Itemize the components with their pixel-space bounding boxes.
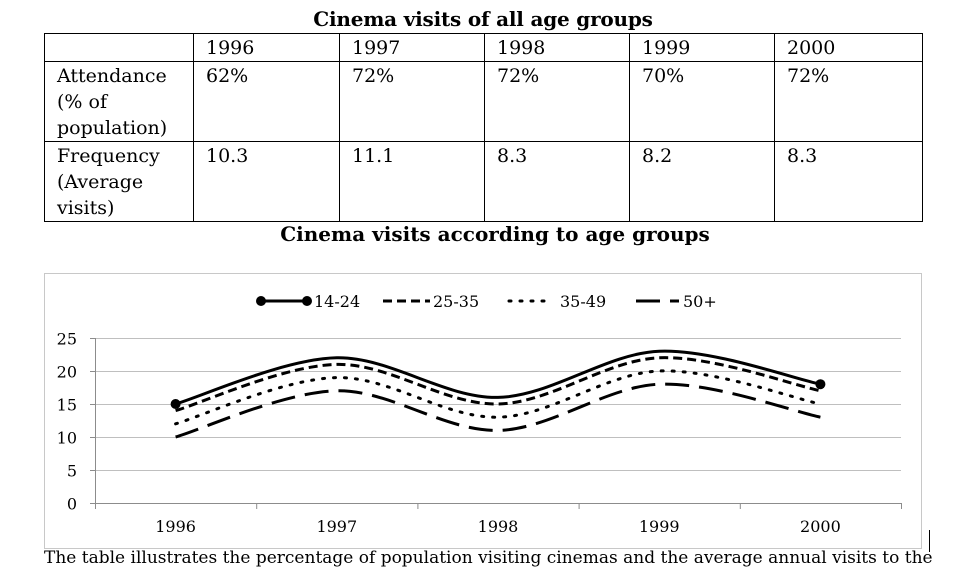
- row-label: Frequency (Average visits): [44, 141, 194, 222]
- y-tick-label: 10: [57, 429, 77, 448]
- table-cell: 8.2: [629, 141, 775, 222]
- axes: 0 5 10 15 20 25 1996 1997 1998 1999 2000: [57, 330, 902, 536]
- footer-text: The table illustrates the percentage of …: [44, 548, 933, 568]
- table-header-cell: 2000: [774, 33, 923, 62]
- table-header-cell: 1996: [193, 33, 340, 62]
- data-point-marker: [815, 379, 826, 390]
- legend-label: 25-35: [433, 292, 479, 311]
- legend-label: 50+: [683, 292, 717, 311]
- series-line-14-24: [175, 349, 821, 406]
- x-tick-label: 1999: [639, 517, 680, 536]
- table-cell: 72%: [774, 61, 923, 142]
- x-tick-label: 1997: [316, 517, 357, 536]
- table-cell: 11.1: [339, 141, 485, 222]
- text-caret: [929, 530, 930, 552]
- y-tick-label: 20: [57, 363, 77, 382]
- legend-marker: [302, 296, 312, 306]
- table-cell: 70%: [629, 61, 775, 142]
- table-header-row: 1996 1997 1998 1999 2000: [44, 33, 923, 62]
- y-tick-label: 25: [57, 330, 77, 349]
- table-title: Cinema visits of all age groups: [313, 7, 653, 31]
- table-header-cell: [44, 33, 194, 62]
- legend-marker: [256, 296, 266, 306]
- series-line-50+: [175, 382, 821, 439]
- table-cell: 10.3: [193, 141, 340, 222]
- legend: 14-24 25-35 35-49 50+: [256, 292, 717, 311]
- x-tick-label: 2000: [800, 517, 841, 536]
- series-line-25-35: [175, 356, 821, 413]
- chart-title: Cinema visits according to age groups: [280, 222, 710, 246]
- series-lines: [170, 349, 826, 439]
- y-tick-label: 5: [67, 462, 77, 481]
- x-tick-label: 1998: [478, 517, 519, 536]
- stats-table: 1996 1997 1998 1999 2000 Attendance (% o…: [44, 33, 923, 222]
- chart-frame: [44, 273, 922, 549]
- legend-label: 35-49: [560, 292, 606, 311]
- table-cell: 8.3: [484, 141, 630, 222]
- table-cell: 8.3: [774, 141, 923, 222]
- y-tick-label: 0: [67, 495, 77, 514]
- table-cell: 72%: [339, 61, 485, 142]
- y-tick-label: 15: [57, 396, 77, 415]
- table-row-attendance: Attendance (% of population) 62% 72% 72%…: [44, 61, 923, 142]
- data-point-marker: [170, 399, 181, 409]
- table-cell: 62%: [193, 61, 340, 142]
- table-row-frequency: Frequency (Average visits) 10.3 11.1 8.3…: [44, 141, 923, 222]
- legend-label: 14-24: [314, 292, 360, 311]
- x-tick-label: 1996: [155, 517, 196, 536]
- gridlines: [95, 338, 901, 471]
- series-line-35-49: [174, 369, 822, 426]
